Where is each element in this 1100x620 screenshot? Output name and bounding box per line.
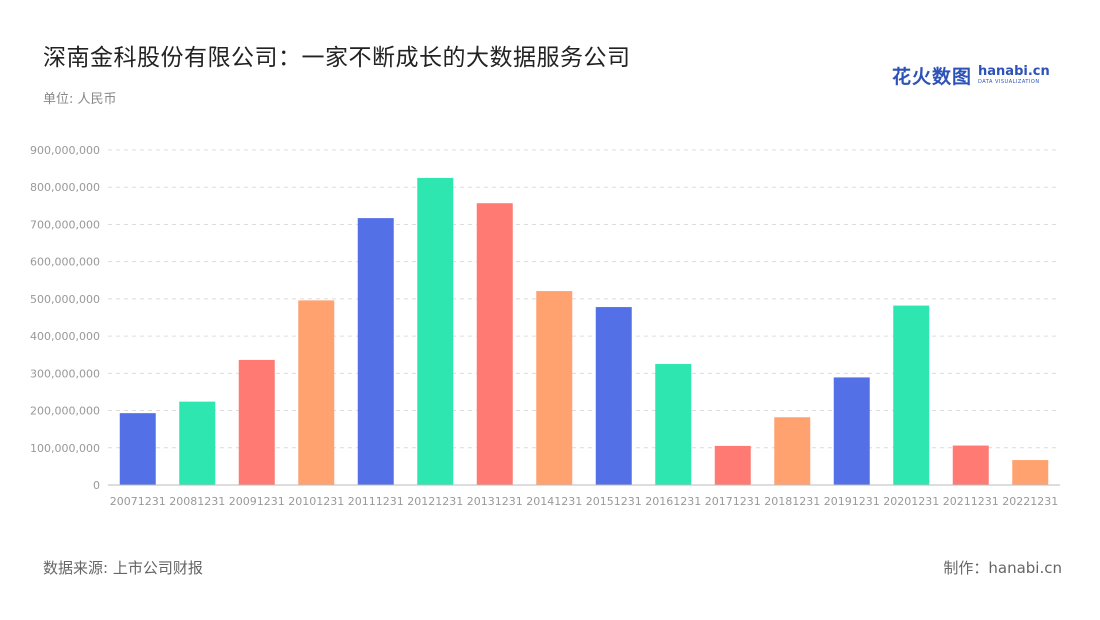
bar-20121231[interactable] [417,177,454,485]
bar-20101231[interactable] [298,300,335,485]
y-tick-label: 800,000,000 [30,181,100,194]
bar-20091231[interactable] [238,359,275,485]
bar-20201231[interactable] [893,305,930,485]
credit-link[interactable]: 制作：hanabi.cn [943,559,1062,577]
y-tick-label: 300,000,000 [30,367,100,380]
x-tick-label: 20091231 [229,495,285,508]
bar-20081231[interactable] [179,401,216,485]
x-tick-label: 20171231 [705,495,761,508]
x-tick-label: 20181231 [764,495,820,508]
y-axis-ticks: 0 100,000,000 200,000,000 300,000,000 400,00… [30,144,100,492]
y-tick-label: 200,000,000 [30,405,100,418]
x-tick-label: 20121231 [407,495,463,508]
chart-title: 深南金科股份有限公司：一家不断成长的大数据服务公司 [43,45,631,71]
bar-20071231[interactable] [119,413,156,485]
x-tick-label: 20081231 [169,495,225,508]
logo-en-block: hanabi.cn DATA VISUALIZATION [978,65,1050,85]
logo-cn-text: 花火数图 [892,65,973,88]
bar-20141231[interactable] [536,291,573,485]
x-tick-label: 20161231 [645,495,701,508]
x-tick-label: 20151231 [586,495,642,508]
bar-20111231[interactable] [357,218,394,485]
logo-en-text: hanabi.cn [978,64,1050,79]
x-tick-label: 20221231 [1002,495,1058,508]
y-tick-label: 600,000,000 [30,256,100,269]
data-source: 数据来源: 上市公司财报 [43,559,203,577]
bar-20131231[interactable] [476,203,513,485]
x-tick-label: 20141231 [526,495,582,508]
x-tick-label: 20131231 [467,495,523,508]
y-tick-label: 700,000,000 [30,218,100,231]
y-tick-label: 0 [93,479,100,492]
unit-label: 单位: 人民币 [43,92,117,107]
y-tick-label: 400,000,000 [30,330,100,343]
y-tick-label: 900,000,000 [30,144,100,157]
x-tick-label: 20071231 [110,495,166,508]
bar-20181231[interactable] [774,417,811,485]
bar-20221231[interactable] [1012,460,1049,485]
x-axis-ticks: 20071231 20081231 20091231 20101231 20111231… [110,495,1059,508]
bar-20191231[interactable] [833,377,870,485]
bar-20211231[interactable] [952,445,989,485]
bar-layer [119,177,1049,485]
y-tick-label: 500,000,000 [30,293,100,306]
x-tick-label: 20201231 [883,495,939,508]
x-tick-label: 20191231 [824,495,880,508]
y-tick-label: 100,000,000 [30,442,100,455]
logo-sub-text: DATA VISUALIZATION [978,79,1040,85]
x-tick-label: 20101231 [288,495,344,508]
bar-20161231[interactable] [655,364,692,485]
bar-20151231[interactable] [595,307,632,485]
x-tick-label: 20211231 [943,495,999,508]
x-tick-label: 20111231 [348,495,404,508]
bar-20171231[interactable] [714,445,751,485]
brand-logo: 花火数图 hanabi.cn DATA VISUALIZATION [892,60,1050,90]
